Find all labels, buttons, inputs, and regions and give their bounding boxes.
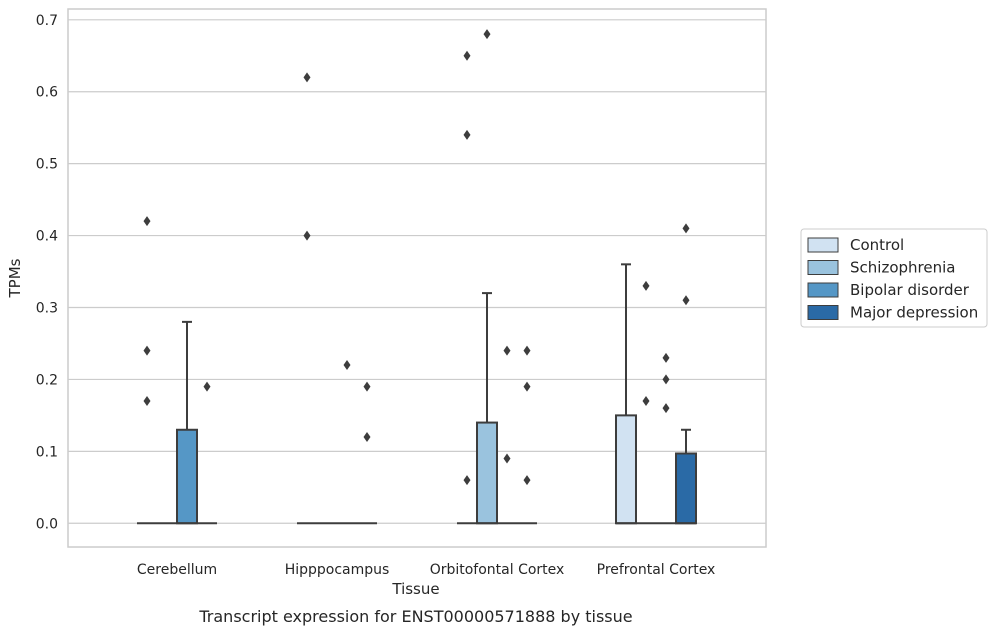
outlier-point (523, 475, 531, 486)
legend-swatch (807, 305, 839, 320)
box-body (615, 414, 637, 525)
box-body (675, 452, 697, 525)
outlier-points (143, 29, 690, 486)
y-tick-label: 0.0 (36, 516, 58, 532)
outlier-point (463, 475, 471, 486)
box-schizophrenia (476, 292, 498, 525)
outlier-point (363, 431, 371, 442)
outlier-point (303, 72, 311, 83)
outlier-point (642, 395, 650, 406)
outlier-point (503, 345, 511, 356)
outlier-point (503, 453, 511, 464)
legend-swatch (807, 282, 839, 298)
y-tick-label: 0.4 (36, 229, 58, 245)
outlier-point (463, 50, 471, 61)
outlier-point (682, 295, 690, 306)
outlier-point (483, 29, 491, 40)
x-axis-ticks: Cerebellum Hipppocampus Orbitofontal Corte… (137, 562, 715, 578)
plot-area-frame (67, 8, 767, 548)
x-tick-label: Cerebellum (137, 562, 217, 578)
outlier-point (363, 381, 371, 392)
box-series (137, 263, 697, 525)
y-tick-label: 0.3 (36, 300, 58, 316)
outlier-point (642, 280, 650, 291)
y-tick-label: 0.2 (36, 372, 58, 388)
y-axis-label: TPMs (6, 258, 24, 298)
legend-swatch (807, 237, 839, 253)
outlier-point (523, 345, 531, 356)
legend-label: Control (850, 236, 904, 254)
box-body (476, 421, 498, 525)
x-tick-label: Orbitofontal Cortex (430, 562, 565, 578)
y-axis-ticks: 0.0 0.1 0.2 0.3 0.4 0.5 0.6 0.7 (36, 13, 58, 532)
outlier-point (463, 129, 471, 140)
outlier-point (303, 230, 311, 241)
box-body (176, 428, 198, 525)
outlier-point (143, 216, 151, 227)
x-axis-label: Tissue (391, 580, 439, 598)
outlier-point (143, 345, 151, 356)
x-tick-label: Hipppocampus (285, 562, 390, 578)
outlier-point (143, 395, 151, 406)
legend-label: Bipolar disorder (850, 281, 970, 299)
box-major-depression (675, 428, 697, 525)
outlier-point (682, 223, 690, 234)
outlier-point (662, 374, 670, 385)
legend-label: Schizophrenia (850, 259, 955, 277)
outlier-point (203, 381, 211, 392)
x-tick-label: Prefrontal Cortex (597, 562, 716, 578)
outlier-point (662, 403, 670, 414)
legend-swatch (807, 260, 839, 275)
box-control (615, 263, 637, 525)
y-tick-label: 0.7 (36, 13, 58, 29)
outlier-point (523, 381, 531, 392)
y-tick-label: 0.1 (36, 444, 58, 460)
outlier-point (343, 360, 351, 371)
box-bipolar-disorder (176, 320, 198, 525)
y-tick-label: 0.6 (36, 85, 58, 101)
outlier-point (662, 352, 670, 363)
legend-items: Control Schizophrenia Bipolar disorder Majo… (807, 236, 978, 322)
legend-frame (800, 228, 988, 328)
chart-caption: Transcript expression for ENST0000057188… (198, 607, 632, 626)
legend-label: Major depression (850, 304, 978, 322)
legend: Control Schizophrenia Bipolar disorder Majo… (800, 228, 988, 328)
y-tick-label: 0.5 (36, 157, 58, 173)
